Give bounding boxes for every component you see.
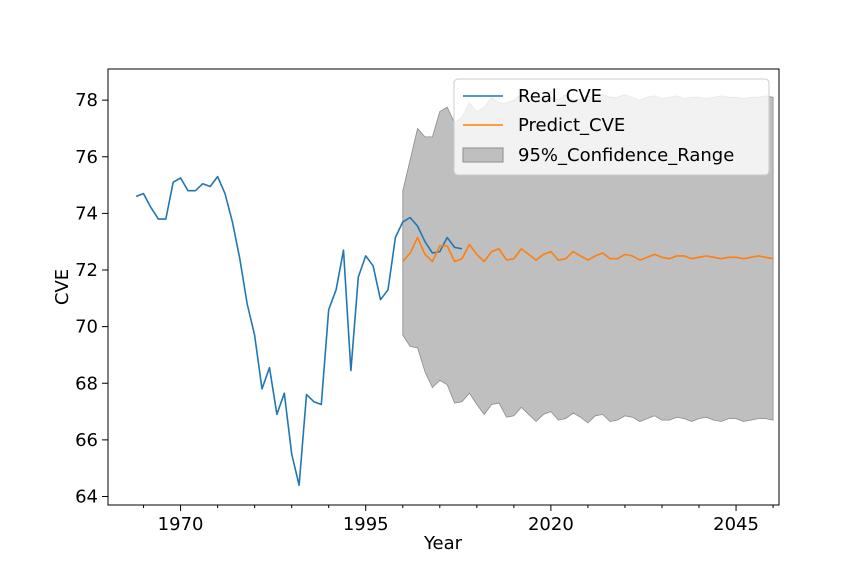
predict-cve-line bbox=[402, 236, 774, 263]
y-tick-label: 70 bbox=[75, 317, 98, 338]
x-tick-label: 1970 bbox=[158, 514, 204, 535]
legend: Real_CVE Predict_CVE 95%_Confidence_Rang… bbox=[453, 78, 770, 176]
x-tick-label: 2045 bbox=[713, 514, 759, 535]
legend-label-confidence-range: 95%_Confidence_Range bbox=[518, 145, 734, 166]
series-line-layer bbox=[135, 175, 774, 487]
legend-box bbox=[453, 78, 770, 176]
legend-label-predict-cve: Predict_CVE bbox=[518, 115, 625, 136]
legend-swatch-confidence-range bbox=[462, 147, 504, 163]
y-tick-label: 66 bbox=[75, 430, 98, 451]
axes-frame bbox=[107, 68, 780, 506]
x-axis-title: Year bbox=[423, 533, 463, 554]
x-axis: 1970 1995 2020 2045 bbox=[143, 505, 774, 535]
y-tick-label: 76 bbox=[75, 147, 98, 168]
x-tick-label: 1995 bbox=[343, 514, 389, 535]
real-cve-line bbox=[135, 175, 463, 487]
y-tick-label: 72 bbox=[75, 260, 98, 281]
y-axis: 64 66 68 70 72 74 76 78 bbox=[75, 90, 108, 508]
x-tick-label: 2020 bbox=[528, 514, 574, 535]
y-tick-label: 74 bbox=[75, 203, 98, 224]
legend-label-real-cve: Real_CVE bbox=[518, 86, 602, 107]
y-tick-label: 64 bbox=[75, 487, 98, 508]
y-axis-title: CVE bbox=[52, 269, 73, 305]
y-tick-label: 68 bbox=[75, 373, 98, 394]
y-tick-label: 78 bbox=[75, 90, 98, 111]
